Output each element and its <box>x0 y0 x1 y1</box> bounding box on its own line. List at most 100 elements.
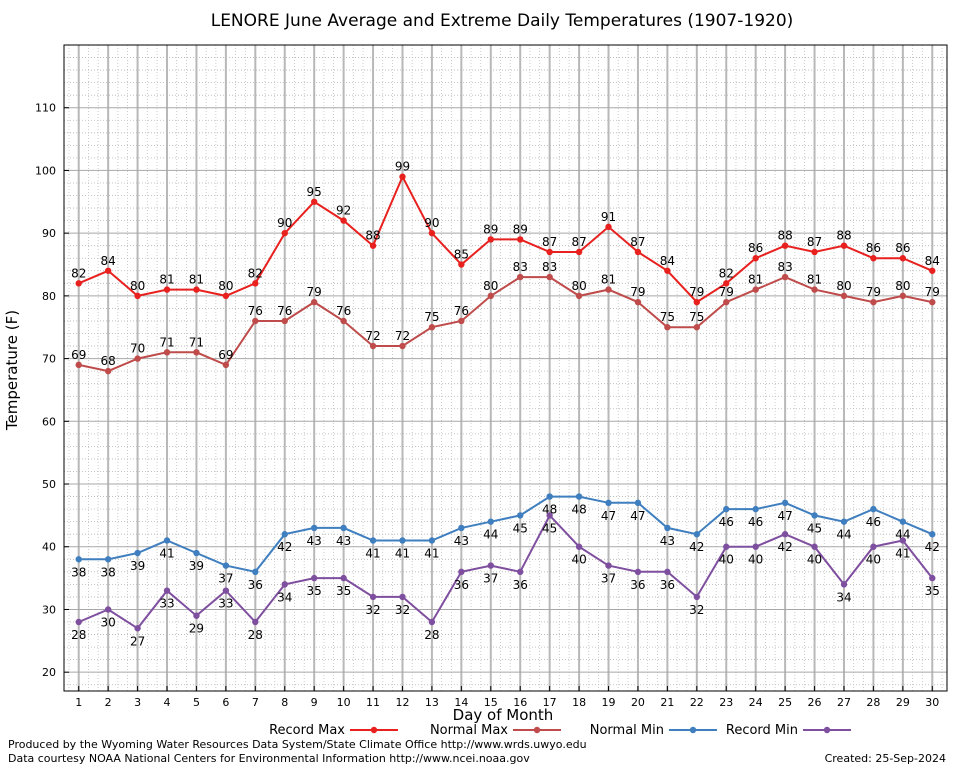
data-label: 44 <box>895 528 910 542</box>
data-label: 84 <box>660 254 675 268</box>
x-axis-label: Day of Month <box>453 706 554 724</box>
data-label: 76 <box>248 304 263 318</box>
data-point <box>899 518 907 525</box>
data-point <box>517 568 524 576</box>
data-point <box>340 217 347 224</box>
data-point <box>310 524 318 532</box>
data-label: 33 <box>218 597 233 611</box>
data-point <box>575 493 583 500</box>
data-point <box>634 248 642 256</box>
data-point <box>281 317 288 325</box>
data-label: 80 <box>836 279 851 293</box>
series-line-record-max <box>78 174 933 304</box>
data-point <box>487 562 494 569</box>
data-point <box>811 286 818 293</box>
x-tick-label: 5 <box>193 696 200 709</box>
data-label: 72 <box>365 329 380 343</box>
data-label: 76 <box>277 304 292 318</box>
series-group: 82 84 80 81 81 80 82 90 95 92 88 99 90 85 89 89 87 87 91 87… <box>71 160 940 649</box>
data-label: 43 <box>307 534 322 548</box>
data-label: 28 <box>248 628 263 642</box>
data-point <box>929 298 936 306</box>
data-point <box>811 248 818 256</box>
data-label: 37 <box>218 572 233 586</box>
data-label: 46 <box>719 515 734 529</box>
data-label: 81 <box>807 273 822 287</box>
x-tick-label: 3 <box>134 696 141 709</box>
data-label: 42 <box>925 540 940 554</box>
data-label: 83 <box>777 260 792 274</box>
data-point <box>929 267 936 274</box>
data-label: 42 <box>277 540 292 554</box>
data-label: 40 <box>748 553 763 567</box>
data-point <box>369 593 377 601</box>
data-point <box>222 587 230 594</box>
y-tick-label: 100 <box>35 164 56 177</box>
data-label: 90 <box>277 216 292 230</box>
data-label: 83 <box>513 260 528 274</box>
data-point <box>104 606 112 613</box>
data-label: 43 <box>454 534 469 548</box>
y-tick-label: 40 <box>42 541 56 554</box>
data-point <box>134 292 141 300</box>
data-label: 40 <box>719 553 734 567</box>
y-tick-label: 20 <box>42 666 56 679</box>
data-label: 79 <box>307 285 322 299</box>
data-point <box>664 267 671 274</box>
data-point <box>811 512 818 519</box>
legend-label: Record Min <box>726 723 798 738</box>
data-point <box>899 255 907 262</box>
data-label: 87 <box>630 235 645 249</box>
data-point <box>75 556 82 563</box>
data-point <box>222 562 230 569</box>
data-point <box>840 242 848 249</box>
data-point <box>929 531 936 538</box>
data-point <box>104 367 112 375</box>
data-point <box>163 587 171 594</box>
data-point <box>870 255 877 262</box>
data-point <box>369 537 377 544</box>
data-label: 32 <box>689 603 704 617</box>
data-point <box>75 361 82 369</box>
data-point <box>428 324 436 331</box>
footer-data-courtesy: Data courtesy NOAA National Centers for … <box>8 752 530 765</box>
y-tick-label: 70 <box>42 353 56 366</box>
grid-lines <box>64 45 947 691</box>
data-label: 42 <box>777 540 792 554</box>
data-label: 87 <box>807 235 822 249</box>
data-label: 39 <box>130 559 145 573</box>
data-label: 45 <box>513 521 528 535</box>
data-point <box>781 531 789 538</box>
data-label: 37 <box>483 572 498 586</box>
data-label: 34 <box>277 590 292 604</box>
data-label: 34 <box>836 590 851 604</box>
data-point <box>310 574 318 582</box>
data-point <box>428 537 436 544</box>
data-label: 43 <box>336 534 351 548</box>
data-label: 86 <box>748 241 763 255</box>
y-axis-label: Temperature (F) <box>3 310 21 431</box>
data-point <box>575 543 583 550</box>
data-label: 48 <box>571 503 586 517</box>
data-label: 88 <box>836 229 851 243</box>
data-label: 35 <box>307 584 322 598</box>
data-label: 40 <box>866 553 881 567</box>
data-label: 81 <box>601 273 616 287</box>
data-label: 45 <box>807 521 822 535</box>
data-point <box>252 317 259 325</box>
data-label: 70 <box>130 342 145 356</box>
plot-frame <box>63 44 948 692</box>
data-point <box>546 248 553 256</box>
data-label: 82 <box>71 266 86 280</box>
x-tick-label: 6 <box>222 696 229 709</box>
x-tick-label: 8 <box>281 696 288 709</box>
data-point <box>340 574 347 582</box>
data-point <box>104 556 112 563</box>
data-label: 83 <box>542 260 557 274</box>
y-tick-label: 90 <box>42 227 56 240</box>
x-tick-label: 4 <box>164 696 171 709</box>
data-point <box>458 261 465 268</box>
data-point <box>222 292 230 300</box>
data-label: 90 <box>424 216 439 230</box>
data-point <box>104 267 112 274</box>
